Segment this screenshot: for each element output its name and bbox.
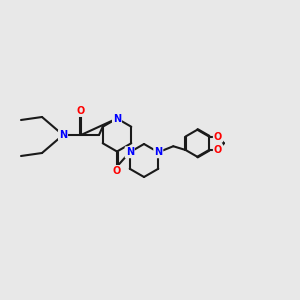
Text: O: O [214,145,222,155]
Text: O: O [214,131,222,142]
Text: O: O [77,106,85,116]
Text: O: O [113,166,121,176]
Text: N: N [59,130,67,140]
Text: N: N [113,113,121,124]
Text: N: N [154,147,162,157]
Text: N: N [126,147,134,157]
